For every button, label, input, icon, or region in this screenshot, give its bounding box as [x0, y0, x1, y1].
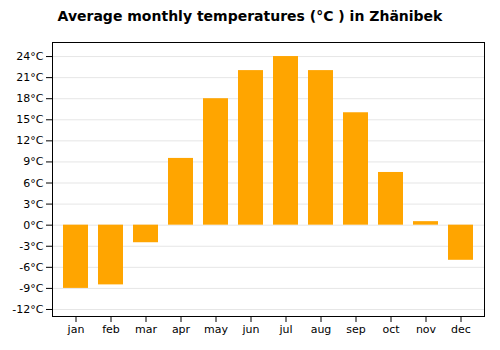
svg-text:apr: apr	[172, 323, 191, 336]
svg-text:nov: nov	[416, 323, 437, 336]
svg-text:18°C: 18°C	[16, 92, 43, 105]
svg-text:-12°C: -12°C	[12, 303, 43, 316]
svg-text:sep: sep	[346, 323, 365, 336]
svg-text:12°C: 12°C	[16, 134, 43, 147]
svg-text:15°C: 15°C	[16, 113, 43, 126]
svg-text:6°C: 6°C	[23, 177, 43, 190]
svg-text:jul: jul	[278, 323, 292, 336]
svg-text:21°C: 21°C	[16, 71, 43, 84]
svg-text:jan: jan	[67, 323, 85, 336]
svg-text:0°C: 0°C	[23, 219, 43, 232]
svg-text:-6°C: -6°C	[19, 261, 43, 274]
svg-text:feb: feb	[102, 323, 120, 336]
svg-text:24°C: 24°C	[16, 50, 43, 63]
svg-text:may: may	[204, 323, 228, 336]
svg-text:dec: dec	[451, 323, 471, 336]
svg-text:3°C: 3°C	[23, 198, 43, 211]
svg-text:-3°C: -3°C	[19, 240, 43, 253]
svg-text:oct: oct	[382, 323, 400, 336]
svg-text:mar: mar	[135, 323, 157, 336]
svg-text:jun: jun	[242, 323, 260, 336]
svg-text:aug: aug	[311, 323, 332, 336]
svg-text:-9°C: -9°C	[19, 282, 43, 295]
html-text:Average monthly temperatures (: Average monthly temperatures (°C ) in Zh…	[57, 8, 443, 24]
svg-text:9°C: 9°C	[23, 155, 43, 168]
